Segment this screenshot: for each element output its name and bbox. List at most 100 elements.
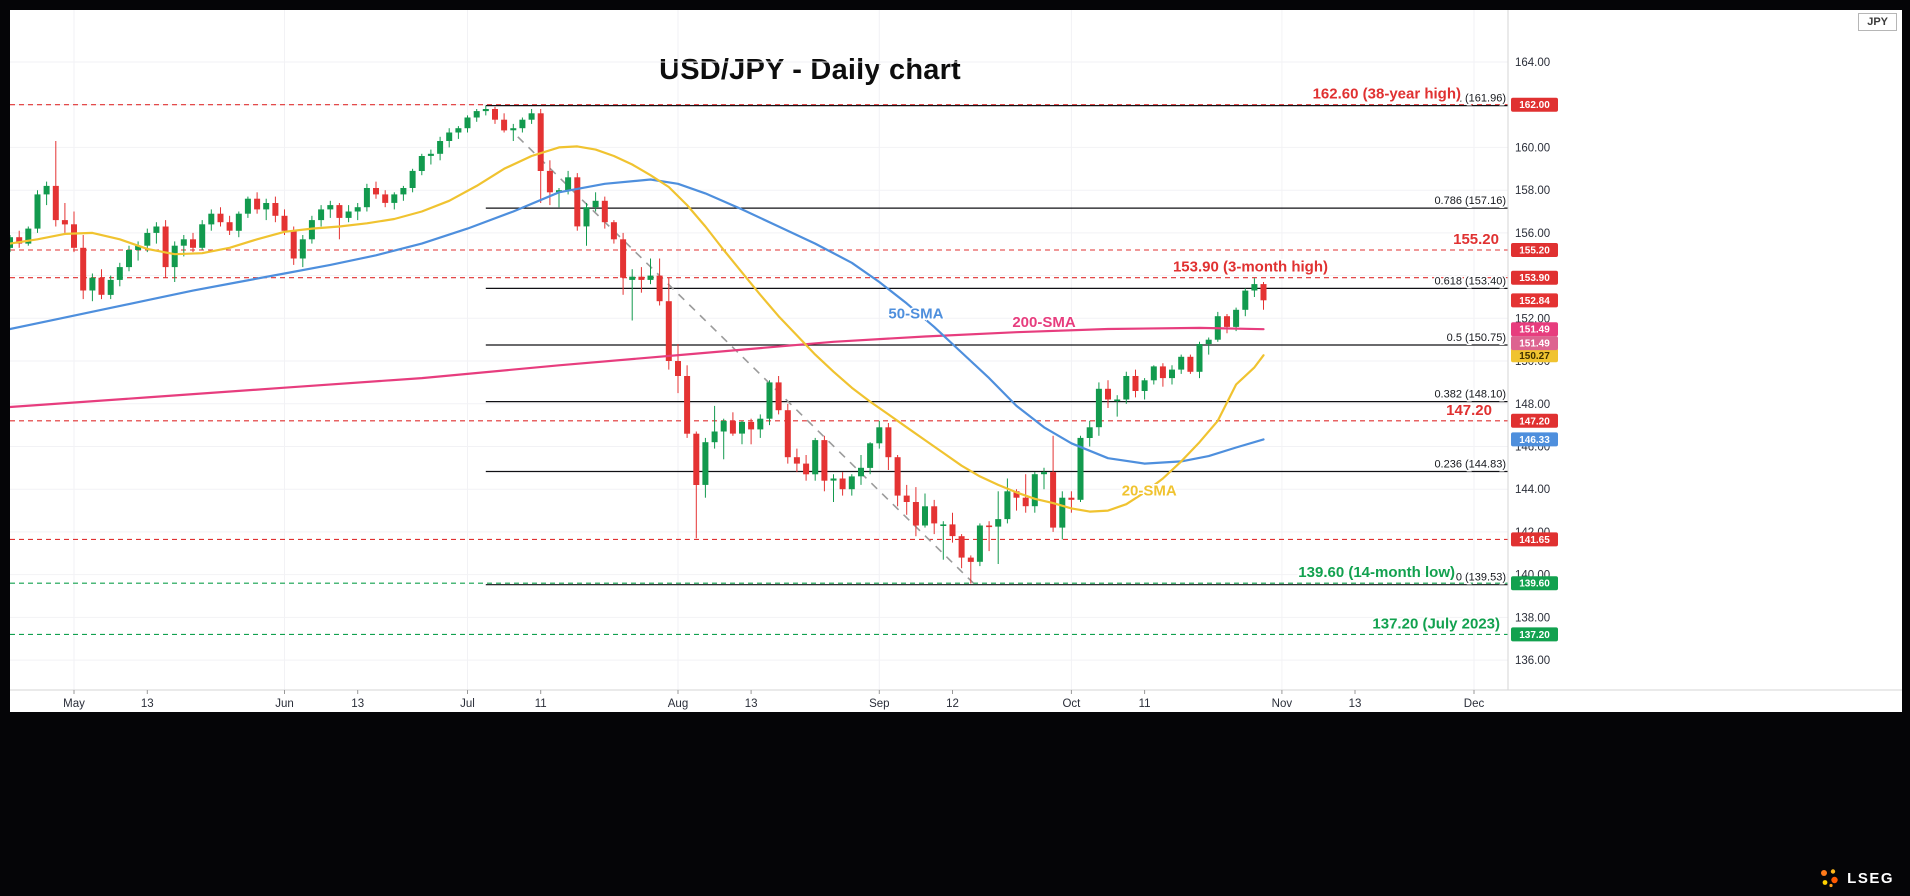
candle-body: [1123, 376, 1130, 400]
time-axis[interactable]: May 13 Jun 13 Jul 11 Aug 13 Sep 12 Oct 11 Nov 13 Dec: [63, 690, 1484, 710]
svg-text:Jul: Jul: [460, 698, 475, 710]
svg-text:156.00: 156.00: [1515, 228, 1550, 240]
candle-body: [16, 237, 23, 244]
svg-text:Sep: Sep: [869, 698, 889, 710]
candle-body: [546, 170, 553, 193]
symbol-axis-label[interactable]: JPY: [1858, 13, 1897, 31]
candle-body: [830, 478, 837, 481]
candle-body: [1105, 388, 1111, 400]
candle-body: [61, 220, 68, 225]
svg-text:152.84: 152.84: [1519, 296, 1550, 307]
candle-body: [1260, 284, 1267, 301]
svg-text:Aug: Aug: [668, 698, 688, 710]
candle-body: [1086, 427, 1093, 438]
svg-text:0.786 (157.16): 0.786 (157.16): [1434, 195, 1506, 207]
svg-text:138.00: 138.00: [1515, 612, 1550, 624]
candle-body: [153, 226, 160, 233]
candle-body: [565, 177, 572, 191]
candle-body: [492, 109, 498, 120]
price-axis-badges: 162.00 155.20 153.90 147.20 141.65 139.60 137.…: [1511, 97, 1558, 642]
candle-body: [903, 495, 910, 502]
candle-body: [1068, 497, 1075, 500]
svg-text:141.65: 141.65: [1519, 535, 1550, 546]
candle-body: [1150, 366, 1157, 381]
candle-body: [299, 239, 306, 259]
trendline[interactable]: [517, 136, 975, 584]
svg-text:0.236 (144.83): 0.236 (144.83): [1434, 459, 1506, 471]
candle-body: [1004, 491, 1011, 520]
candle-body: [473, 111, 480, 118]
50-sma-line[interactable]: [10, 178, 1265, 465]
candle-body: [620, 239, 627, 278]
candle-body: [52, 185, 59, 221]
candle-body: [583, 207, 590, 227]
candle-body: [894, 457, 901, 496]
candle-body: [244, 198, 251, 214]
candle-body: [226, 222, 233, 231]
svg-text:162.00: 162.00: [1519, 100, 1550, 111]
candle-body: [391, 194, 398, 203]
200-sma-line[interactable]: [10, 326, 1265, 409]
candle-body: [537, 113, 544, 171]
candle-body: [501, 119, 508, 131]
svg-text:136.00: 136.00: [1515, 655, 1550, 667]
candle-body: [885, 427, 892, 458]
candle-body: [1233, 309, 1240, 327]
chart-surface[interactable]: USD/JPY - Daily chart JPY 1 (161.96) 0.78…: [10, 10, 1902, 712]
svg-text:139.60: 139.60: [1519, 579, 1550, 590]
candle-body: [803, 463, 810, 475]
candlestick-series[interactable]: [10, 105, 1267, 584]
candle-body: [455, 128, 462, 133]
svg-text:158.00: 158.00: [1515, 185, 1550, 197]
candle-body: [821, 440, 828, 481]
candle-body: [89, 277, 96, 291]
candle-body: [116, 267, 123, 280]
candle-body: [107, 279, 114, 295]
price-chart-canvas[interactable]: 1 (161.96) 0.786 (157.16) 0.618 (153.40) 0.…: [10, 10, 1902, 712]
svg-text:164.00: 164.00: [1515, 57, 1550, 69]
candle-body: [354, 207, 361, 212]
candle-body: [940, 524, 947, 526]
candle-body: [1159, 366, 1166, 379]
20-sma-line[interactable]: [10, 145, 1265, 513]
candle-body: [1187, 356, 1194, 372]
candle-body: [684, 376, 691, 434]
candle-body: [702, 442, 709, 485]
candle-body: [711, 431, 718, 443]
svg-text:148.00: 148.00: [1515, 399, 1550, 411]
svg-text:151.49: 151.49: [1519, 339, 1550, 350]
candle-body: [1095, 388, 1102, 428]
candle-body: [180, 239, 187, 246]
candle-body: [784, 410, 791, 458]
svg-text:11: 11: [535, 698, 547, 710]
svg-text:162.60 (38-year high): 162.60 (38-year high): [1313, 86, 1461, 103]
candle-body: [336, 205, 343, 218]
svg-text:13: 13: [745, 698, 758, 710]
candle-body: [665, 301, 672, 361]
candle-body: [272, 203, 279, 216]
svg-text:147.20: 147.20: [1446, 402, 1492, 419]
candle-body: [71, 224, 77, 248]
candle-body: [967, 557, 974, 562]
candle-body: [995, 519, 1002, 527]
candle-body: [263, 203, 270, 210]
candle-body: [748, 421, 755, 430]
candle-body: [793, 457, 800, 464]
candle-body: [656, 275, 663, 302]
candle-body: [1132, 376, 1139, 391]
candle-body: [144, 232, 151, 246]
candle-body: [382, 194, 389, 203]
horizontal-alert-lines[interactable]: [10, 104, 1508, 635]
svg-text:11: 11: [1139, 698, 1151, 710]
candle-body: [1242, 290, 1249, 310]
candle-body: [1178, 356, 1185, 370]
fibonacci-retracement[interactable]: [485, 104, 1508, 586]
svg-text:Oct: Oct: [1062, 698, 1081, 710]
svg-text:160.00: 160.00: [1515, 142, 1550, 154]
svg-text:13: 13: [351, 698, 364, 710]
candle-body: [986, 525, 993, 528]
candle-body: [720, 420, 727, 432]
candle-body: [675, 361, 681, 376]
candle-body: [1205, 339, 1212, 344]
